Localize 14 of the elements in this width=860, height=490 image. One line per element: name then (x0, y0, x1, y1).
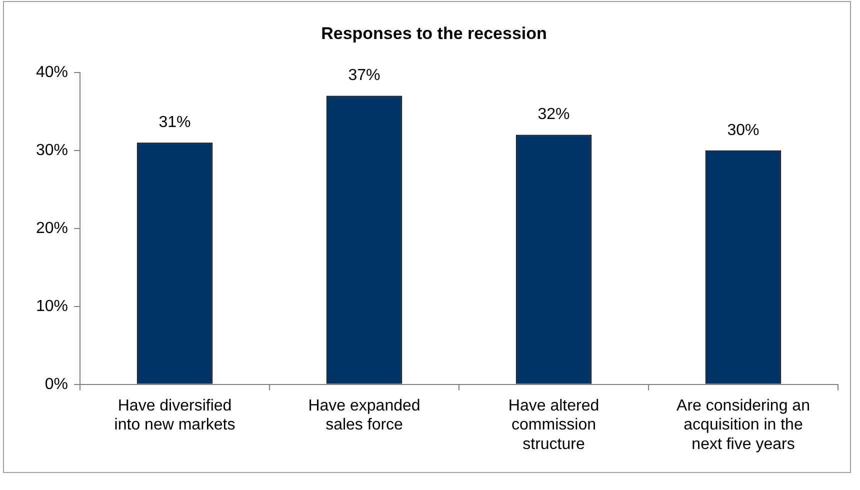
data-label: 30% (727, 122, 760, 139)
data-label: 32% (538, 106, 570, 124)
y-tick-label: 20% (36, 220, 68, 237)
y-tick-label: 10% (36, 298, 68, 315)
data-label: 37% (348, 67, 380, 84)
y-tick-label: 40% (36, 64, 68, 81)
x-tick-label: Are considering an acquisition in the next five years (676, 397, 810, 453)
y-tick-label: 0% (44, 376, 68, 393)
x-tick-label: Have altered commission structure (508, 397, 600, 453)
data-label: 31% (158, 114, 191, 132)
y-tick-label: 30% (36, 142, 68, 159)
x-tick-label: Have expanded sales force (308, 397, 420, 434)
x-tick-label: Have diversified into new markets (114, 397, 236, 434)
chart-title: Responses to the recession (321, 24, 547, 43)
